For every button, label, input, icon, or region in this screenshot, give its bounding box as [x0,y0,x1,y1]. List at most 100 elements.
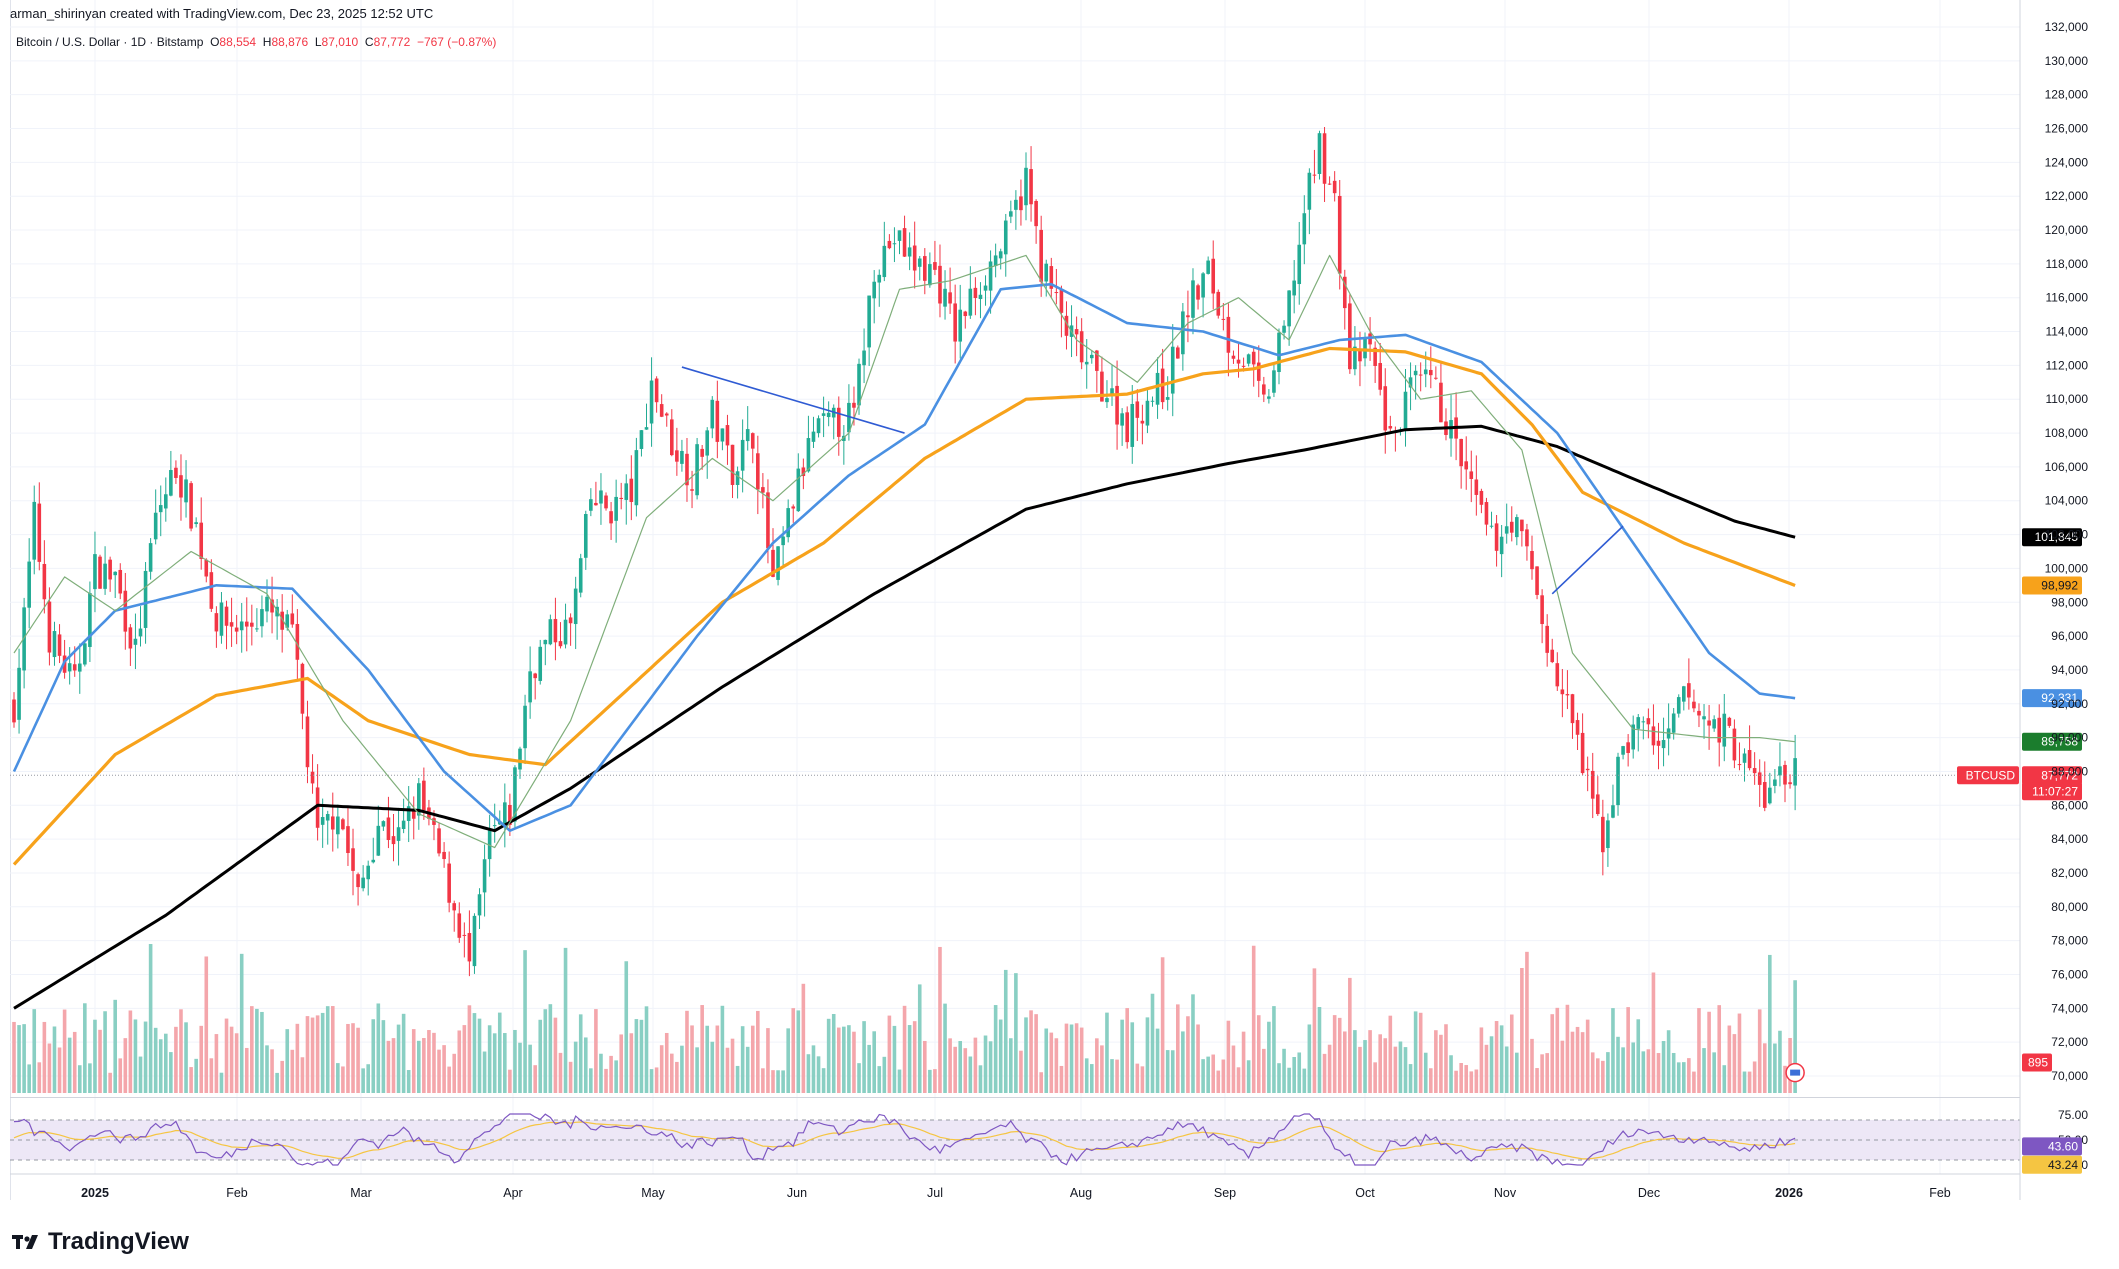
ma-20-price-tag-text: 89,758 [2041,735,2078,749]
candle-body [887,240,892,249]
candle-body [933,262,937,270]
rsi-tick-label: 75.00 [2058,1108,2088,1122]
volume-bar [1413,1011,1418,1093]
candle-body [1509,521,1514,533]
candle-body [1246,354,1251,364]
candle-body [442,851,446,860]
event-marker-flag [1790,1069,1801,1076]
rsi-ma-line [13,1121,1796,1160]
volume-bar [1722,1065,1727,1093]
candle-body [730,444,735,485]
volume-bar [533,1065,537,1093]
candle-body [1646,718,1651,725]
volume-bar [93,1019,97,1093]
time-tick-label: Sep [1214,1186,1236,1200]
candle-body [128,627,133,649]
volume-bar [503,1033,507,1093]
volume-bar [265,1045,269,1093]
candle-body [462,934,467,936]
volume-bar [88,1063,92,1093]
candle-body [781,536,785,546]
volume-bar [685,1010,689,1093]
volume-bar [1125,1008,1129,1093]
candle-body [740,439,745,471]
candle-body [351,848,355,871]
time-tick-label: Jul [927,1186,943,1200]
volume-bar [1226,1020,1231,1093]
volume-tag: 895 [2022,1053,2052,1072]
volume-bar [1312,968,1317,1093]
volume-bar [1626,1007,1630,1093]
volume-bar [194,1058,198,1093]
candle-body [897,230,902,241]
volume-bar [649,1069,654,1093]
candle-body [973,287,978,299]
volume-bar [872,1031,876,1093]
candle-body [1676,697,1681,714]
volume-bar [17,1025,21,1093]
candle-body [791,506,796,509]
volume-bar [1150,993,1155,1093]
volume-bar [1682,1062,1686,1093]
candle-body [700,448,704,457]
volume-bar [214,1034,219,1093]
candle-body [624,483,629,500]
open-label: O [210,35,220,49]
candle-body [1378,362,1382,390]
candle-body [401,820,406,830]
candle-body [153,512,158,540]
candle-body [882,245,887,278]
candle-body [482,859,487,893]
candle-body [179,475,183,498]
plot-left-border [10,0,11,1200]
price-tick-label: 98,000 [2051,595,2088,609]
candle-body [1687,683,1691,698]
candle-body [1550,649,1555,663]
volume-bar [391,1038,396,1093]
candle-body [745,429,750,442]
volume-bar [1641,1051,1646,1093]
volume-bar [239,953,244,1093]
volume-bar [700,1005,704,1093]
volume-bar [98,1029,102,1093]
candle-body [1049,266,1054,289]
volume-bar [482,1051,487,1093]
volume-bar [1601,1060,1605,1093]
candle-body [1363,336,1367,359]
candle-body [184,479,188,503]
candle-body [67,663,72,672]
candle-body [381,821,386,827]
candle-body [1525,529,1529,547]
volume-bar [1165,1050,1170,1093]
volume-bar [174,1026,178,1093]
volume-bar [1201,1059,1205,1093]
volume-bar [1019,1050,1023,1093]
volume-bar [1418,1012,1423,1093]
volume-bar [1120,1019,1124,1093]
candle-body [310,771,315,784]
volume-bar [756,1010,760,1093]
volume-bar [1479,1027,1484,1093]
candle-body [27,561,31,608]
candle-body [1241,365,1246,367]
time-tick-label: Feb [1929,1186,1951,1200]
candle-body [725,425,730,446]
volume-bar [1363,1040,1367,1093]
volume-bar [1742,1071,1747,1093]
tradingview-logo[interactable]: TradingView [12,1228,189,1256]
candle-body [1621,746,1625,755]
volume-bar [1676,1062,1681,1093]
volume-bar [77,1065,82,1093]
candle-body [796,468,801,512]
candle-body [1292,280,1296,296]
candle-body [1039,229,1043,282]
volume-bar [1353,1030,1357,1093]
candle-body [1262,384,1266,395]
volume-bar [614,1060,618,1093]
volume-bar [422,1038,426,1093]
candle-body [1211,258,1216,294]
volume-bar [1636,1019,1641,1093]
candle-body [396,827,401,841]
low-value: 87,010 [321,35,359,49]
